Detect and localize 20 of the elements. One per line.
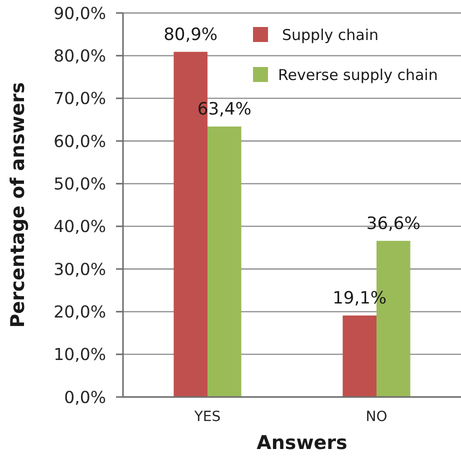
bar (342, 316, 376, 397)
x-tick-label: YES (193, 409, 221, 425)
y-tick-label: 0,0% (64, 388, 106, 407)
y-tick-label: 40,0% (54, 217, 106, 236)
legend-label: Reverse supply chain (278, 66, 438, 84)
y-tick-label: 80,0% (54, 46, 106, 66)
bar (208, 126, 242, 397)
legend-label: Supply chain (282, 26, 379, 44)
y-tick-label: 30,0% (54, 260, 106, 279)
x-axis-title: Answers (256, 432, 348, 454)
y-tick-label: 90,0% (54, 4, 106, 23)
y-tick-label: 10,0% (54, 345, 106, 364)
y-axis-title: Percentage of answers (7, 82, 29, 328)
y-tick-label: 60,0% (54, 132, 106, 151)
data-label: 80,9% (164, 24, 218, 45)
y-tick-label: 70,0% (54, 89, 106, 108)
y-tick-label: 50,0% (54, 174, 106, 194)
data-label: 36,6% (366, 214, 420, 234)
y-tick-label: 20,0% (54, 302, 106, 322)
x-tick-label: NO (366, 409, 388, 425)
